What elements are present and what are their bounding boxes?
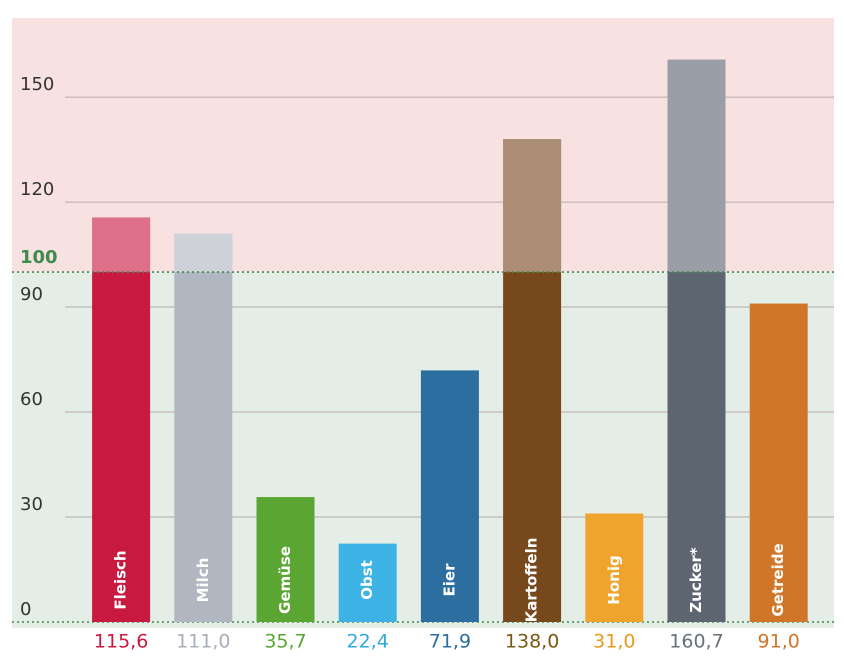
value-label: 71,9 <box>429 631 471 653</box>
value-label: 22,4 <box>347 631 389 653</box>
reference-label: 100 <box>20 247 58 268</box>
bar-above-reference-tint <box>503 139 561 272</box>
bar-above-reference-tint <box>92 217 150 272</box>
category-label: Milch <box>194 558 212 603</box>
value-label: 31,0 <box>593 631 635 653</box>
value-label: 91,0 <box>758 631 800 653</box>
chart: 0 30 60 90 120 150 Fleisch 115,6 Milch 111,0 Gemüs… <box>0 0 844 658</box>
y-tick-label: 150 <box>20 74 54 95</box>
category-label: Getreide <box>769 543 787 616</box>
y-tick-label: 0 <box>20 599 31 620</box>
y-tick-label: 30 <box>20 494 43 515</box>
y-tick-label: 120 <box>20 179 54 200</box>
y-tick-label: 60 <box>20 389 43 410</box>
category-label: Fleisch <box>112 550 130 609</box>
bar-above-reference-tint <box>668 60 726 272</box>
y-tick-label: 90 <box>20 284 43 305</box>
value-label: 115,6 <box>94 631 148 653</box>
category-label: Gemüse <box>276 546 294 614</box>
value-label: 111,0 <box>176 631 230 653</box>
value-label: 138,0 <box>505 631 559 653</box>
value-label: 160,7 <box>669 631 723 653</box>
category-label: Zucker* <box>687 547 705 613</box>
value-label: 35,7 <box>264 631 306 653</box>
category-label: Obst <box>358 560 376 600</box>
page: {"chart_data": {"type": "bar", "categori… <box>0 0 844 658</box>
bar-above-reference-tint <box>174 234 232 272</box>
category-label: Honig <box>605 555 623 604</box>
category-label: Kartoffeln <box>523 538 541 623</box>
category-label: Eier <box>440 563 458 597</box>
